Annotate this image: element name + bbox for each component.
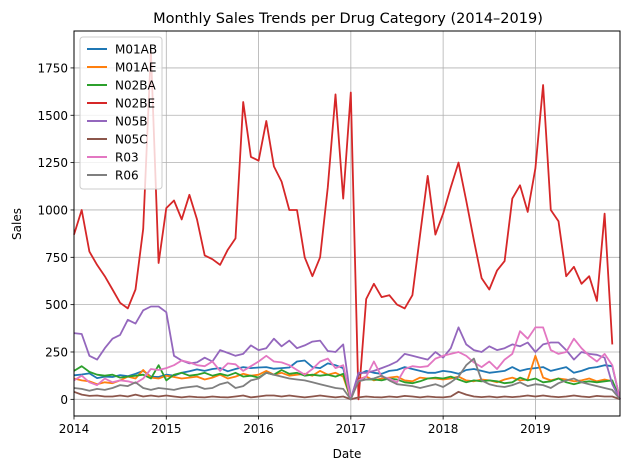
chart-title: Monthly Sales Trends per Drug Category (…	[153, 11, 543, 27]
y-tick-label: 750	[45, 251, 68, 265]
x-tick-label: 2015	[151, 422, 182, 436]
series-line-n05b	[73, 305, 621, 401]
legend-label: N05C	[115, 133, 148, 147]
y-tick-label: 1750	[37, 61, 68, 75]
series-line-n05c	[73, 390, 621, 401]
x-tick-label: 2017	[336, 422, 367, 436]
x-axis-label: Date	[333, 447, 362, 461]
series-lines	[73, 50, 621, 401]
y-axis-label: Sales	[10, 208, 24, 240]
y-tick-label: 1500	[37, 109, 68, 123]
y-tick-label: 500	[45, 298, 68, 312]
series-line-n02ba	[73, 364, 621, 401]
legend-label: M01AB	[115, 43, 157, 57]
plot-frame	[73, 30, 621, 417]
legend-label: M01AE	[115, 61, 156, 75]
legend-label: N05B	[115, 115, 147, 129]
x-tick-label: 2014	[59, 422, 90, 436]
legend-label: R03	[115, 151, 139, 165]
legend: M01AB M01AE N02BA N02BE N05B N05C R03 R06	[79, 36, 163, 190]
x-tick-label: 2016	[243, 422, 274, 436]
legend-label: N02BE	[115, 97, 155, 111]
x-axis: 2014 2015 2016 2017 2018 2019	[59, 416, 551, 436]
legend-box	[79, 36, 163, 190]
grid-lines	[73, 31, 620, 416]
series-line-r03	[73, 326, 621, 401]
x-tick-label: 2018	[428, 422, 459, 436]
series-line-n02be	[73, 50, 614, 401]
y-tick-label: 0	[60, 393, 68, 407]
y-tick-label: 1250	[37, 156, 68, 170]
series-line-r06	[73, 357, 621, 401]
y-axis: 0 250 500 750 1000 1250 1500 1750	[37, 61, 74, 407]
legend-label: R06	[115, 169, 139, 183]
legend-label: N02BA	[115, 79, 156, 93]
y-tick-label: 250	[45, 345, 68, 359]
y-tick-label: 1000	[37, 203, 68, 217]
x-tick-label: 2019	[520, 422, 551, 436]
